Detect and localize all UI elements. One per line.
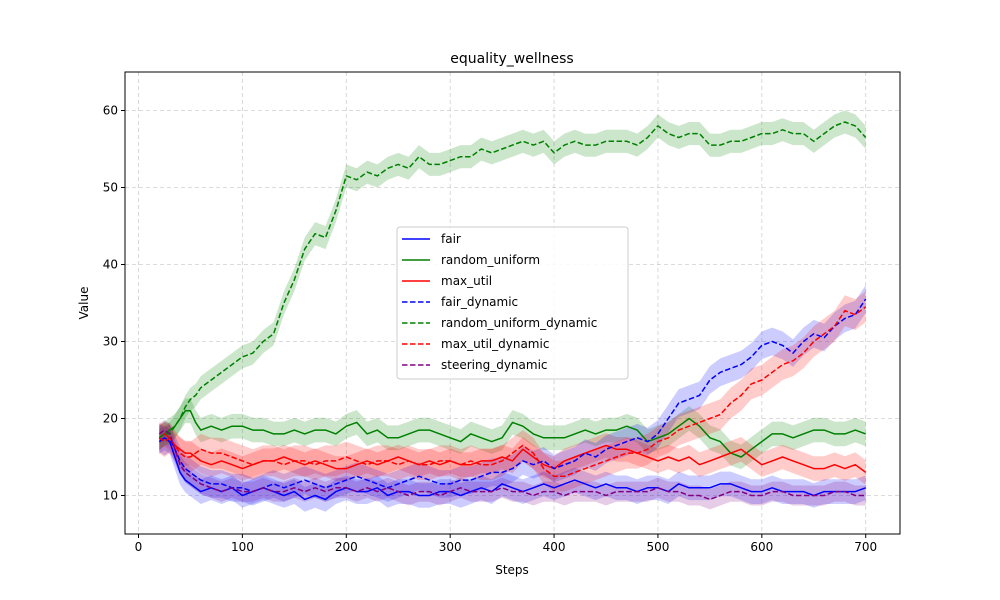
x-tick-label: 300 [439, 540, 462, 554]
legend-label-random-uniform-dynamic: random_uniform_dynamic [441, 316, 597, 330]
line-fair-dynamic [158, 298, 867, 493]
x-tick-label: 200 [335, 540, 358, 554]
legend-label-fair-dynamic: fair_dynamic [441, 295, 518, 309]
y-tick-label: 60 [103, 104, 118, 118]
x-tick-label: 0 [135, 540, 143, 554]
y-tick-label: 30 [103, 335, 118, 349]
band-random-uniform-dynamic [159, 110, 866, 450]
line-random-uniform [158, 410, 866, 458]
x-axis-label: Steps [495, 563, 529, 577]
legend-label-max-util: max_util [441, 274, 492, 288]
y-tick-label: 10 [103, 489, 118, 503]
line-max-util-dynamic [158, 306, 867, 478]
y-tick-label: 20 [103, 412, 118, 426]
x-tick-label: 400 [543, 540, 566, 554]
legend: fair random_uniform max_util fair_dynamicra… [396, 226, 629, 380]
y-tick-label: 50 [103, 181, 118, 195]
band-fair [159, 425, 866, 512]
x-tick-label: 500 [646, 540, 669, 554]
x-tick-label: 600 [750, 540, 773, 554]
legend-label-fair: fair [441, 232, 461, 246]
y-axis-label: Value [77, 287, 91, 320]
y-tick-label: 40 [103, 258, 118, 272]
legend-box [396, 226, 629, 380]
axis-ticks: 0 100 200 300 400 500 600 700 10 20 30 40 50 60 [103, 104, 877, 555]
x-tick-label: 700 [854, 540, 877, 554]
band-random-uniform [159, 398, 866, 470]
line-max-util [158, 433, 867, 474]
legend-label-random-uniform: random_uniform [441, 253, 540, 267]
legend-label-max-util-dynamic: max_util_dynamic [441, 337, 549, 351]
series-lines [158, 121, 867, 501]
legend-label-steering-dynamic: steering_dynamic [441, 358, 548, 372]
band-max-util-dynamic [159, 291, 866, 492]
x-tick-label: 100 [231, 540, 254, 554]
plot-frame [124, 71, 901, 535]
chart-title: equality_wellness [450, 51, 573, 67]
line-steering-dynamic [158, 429, 866, 501]
